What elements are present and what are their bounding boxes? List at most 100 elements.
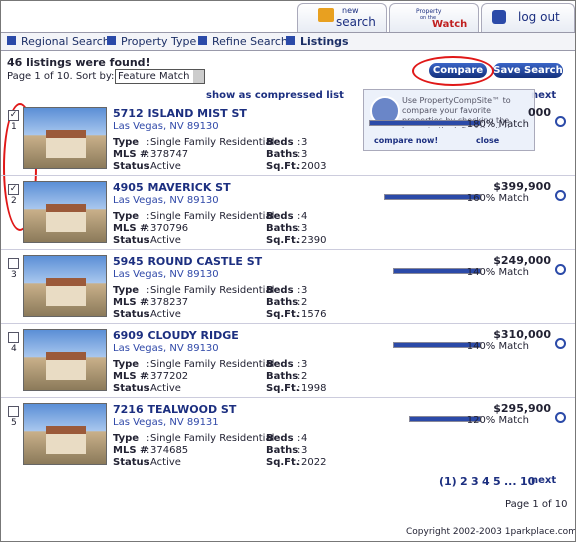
breadcrumb[interactable]: Property Type [121, 35, 197, 48]
save-search-button[interactable]: Save Search [493, 63, 563, 78]
field-value: Active [150, 161, 181, 172]
photo[interactable] [23, 329, 107, 391]
checkbox[interactable] [8, 332, 19, 343]
checkbox[interactable] [8, 406, 19, 417]
next-link[interactable]: next [531, 475, 557, 486]
tab-text: log out [518, 10, 560, 24]
page-link[interactable]: 4 [482, 475, 490, 488]
photo[interactable] [23, 181, 107, 243]
page-link[interactable]: 5 [493, 475, 501, 488]
price: $249,000 [493, 254, 551, 267]
match-text: 120% Match [466, 415, 529, 426]
field-label: Status [113, 161, 150, 172]
field-value: 3 [301, 445, 308, 456]
field-value: Active [150, 457, 181, 468]
page-info: Page 1 of 10 [505, 499, 568, 510]
field-label: Baths [266, 371, 299, 382]
tab-logout[interactable]: log out [481, 3, 575, 32]
photo[interactable] [23, 107, 107, 169]
listing-number: 3 [11, 270, 17, 280]
address[interactable]: 4905 MAVERICK ST [113, 181, 231, 194]
field-label: Status [113, 383, 150, 394]
field-sep: : [146, 309, 150, 320]
photo[interactable] [23, 403, 107, 465]
page-link[interactable]: 3 [471, 475, 479, 488]
field-label: MLS # [113, 149, 149, 160]
field-value: 3 [301, 149, 308, 160]
details-icon[interactable] [555, 190, 566, 201]
price: 000 [528, 106, 551, 119]
field-sep: : [146, 149, 150, 160]
field-value: Active [150, 235, 181, 246]
compressed-link[interactable]: show as compressed list [206, 90, 344, 101]
address[interactable]: 7216 TEALWOOD ST [113, 403, 237, 416]
field-value: Single Family Residential [150, 359, 275, 370]
field-value: Single Family Residential [150, 211, 275, 222]
next-link[interactable]: next [531, 90, 557, 101]
details-icon[interactable] [555, 412, 566, 423]
field-sep: : [146, 371, 150, 382]
crumb-icon [7, 36, 16, 45]
page-link[interactable]: (1) [439, 475, 457, 488]
tab-text: Watch [432, 19, 468, 30]
breadcrumb[interactable]: Refine Search [212, 35, 288, 48]
listing-number: 2 [11, 196, 17, 206]
field-value: Active [150, 309, 181, 320]
field-label: Baths [266, 445, 299, 456]
address[interactable]: 5945 ROUND CASTLE ST [113, 255, 263, 268]
field-label: MLS # [113, 223, 149, 234]
sort-select[interactable]: Feature Match [115, 69, 205, 84]
field-sep: : [297, 359, 301, 370]
compare-now-link[interactable]: compare now! [374, 136, 439, 145]
address[interactable]: 6909 CLOUDY RIDGE [113, 329, 239, 342]
field-sep: : [146, 235, 150, 246]
details-icon[interactable] [555, 116, 566, 127]
field-value: 378237 [150, 297, 189, 308]
match-bar [384, 194, 481, 200]
price: $295,900 [493, 402, 551, 415]
price: $399,900 [493, 180, 551, 193]
field-label: Sq.Ft. [266, 161, 300, 172]
breadcrumb[interactable]: Regional Search [21, 35, 110, 48]
checkbox[interactable] [8, 258, 19, 269]
checkbox[interactable]: ✓ [8, 184, 19, 195]
field-label: Beds [266, 359, 294, 370]
field-label: Baths [266, 149, 299, 160]
field-label: Beds [266, 211, 294, 222]
close-link[interactable]: close [476, 136, 500, 145]
tab-new-search[interactable]: new search [297, 3, 387, 32]
details-icon[interactable] [555, 264, 566, 275]
page-link[interactable]: 2 [460, 475, 468, 488]
match-text: 160% Match [466, 193, 529, 204]
page-link[interactable]: 10 [520, 475, 536, 488]
checkbox[interactable]: ✓ [8, 110, 19, 121]
field-sep: : [297, 445, 301, 456]
separator [1, 175, 575, 176]
page-link[interactable]: ... [504, 475, 517, 488]
field-label: MLS # [113, 297, 149, 308]
separator [1, 323, 575, 324]
listing-number: 5 [11, 418, 17, 428]
tab-watch[interactable]: Property on the Watch [389, 3, 479, 32]
address[interactable]: 5712 ISLAND MIST ST [113, 107, 247, 120]
listing-number: 4 [11, 344, 17, 354]
listing-number: 1 [11, 122, 17, 132]
city: Las Vegas, NV 89131 [113, 417, 219, 428]
field-label: Type [113, 285, 140, 296]
field-value: 3 [301, 137, 308, 148]
match-text: 140% Match [466, 267, 529, 278]
field-sep: : [297, 309, 301, 320]
photo[interactable] [23, 255, 107, 317]
crumb-icon [198, 36, 207, 45]
match-bar [393, 342, 481, 348]
field-sep: : [297, 211, 301, 222]
field-label: Beds [266, 137, 294, 148]
field-sep: : [297, 235, 301, 246]
field-sep: : [146, 445, 150, 456]
details-icon[interactable] [555, 338, 566, 349]
field-value: 2022 [301, 457, 327, 468]
field-sep: : [297, 137, 301, 148]
field-sep: : [297, 383, 301, 394]
field-value: 1576 [301, 309, 327, 320]
